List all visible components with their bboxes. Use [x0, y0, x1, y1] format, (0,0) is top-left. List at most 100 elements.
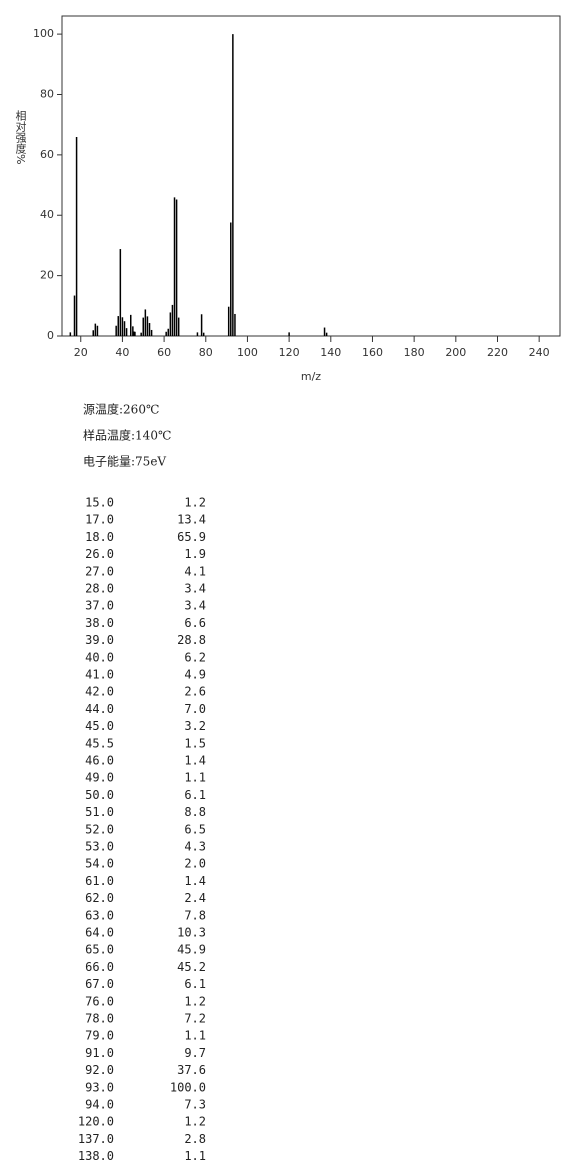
y-axis-label: 相对强度%: [14, 110, 27, 165]
mz-cell: 67.0: [85, 977, 114, 991]
intensity-cell: 3.4: [184, 582, 206, 596]
x-tick-label: 200: [445, 346, 466, 359]
x-tick-label: 180: [404, 346, 425, 359]
mz-cell: 62.0: [85, 891, 114, 905]
mz-cell: 28.0: [85, 582, 114, 596]
intensity-cell: 1.9: [184, 547, 206, 561]
x-tick-label: 220: [487, 346, 508, 359]
mz-cell: 27.0: [85, 564, 114, 578]
mz-cell: 76.0: [85, 994, 114, 1008]
mz-cell: 54.0: [85, 857, 114, 871]
mz-cell: 49.0: [85, 771, 114, 785]
mz-cell: 50.0: [85, 788, 114, 802]
intensity-cell: 9.7: [184, 1046, 206, 1060]
intensity-cell: 28.8: [177, 633, 206, 647]
intensity-cell: 37.6: [177, 1063, 206, 1077]
mz-cell: 45.5: [85, 736, 114, 750]
intensity-cell: 4.1: [184, 564, 206, 578]
intensity-cell: 1.5: [184, 736, 206, 750]
x-tick-label: 60: [157, 346, 171, 359]
mz-cell: 93.0: [85, 1080, 114, 1094]
condition: 电子能量:75eV: [83, 455, 166, 469]
intensity-cell: 3.4: [184, 599, 206, 613]
mz-cell: 44.0: [85, 702, 114, 716]
mz-cell: 42.0: [85, 685, 114, 699]
mz-cell: 15.0: [85, 496, 114, 510]
y-tick-label: 40: [40, 208, 54, 221]
mz-cell: 39.0: [85, 633, 114, 647]
mz-cell: 63.0: [85, 908, 114, 922]
mz-cell: 41.0: [85, 668, 114, 682]
x-tick-label: 160: [362, 346, 383, 359]
condition: 样品温度:140℃: [83, 428, 171, 443]
intensity-cell: 4.3: [184, 840, 206, 854]
y-tick-label: 60: [40, 148, 54, 161]
mz-cell: 18.0: [85, 530, 114, 544]
intensity-cell: 2.0: [184, 857, 206, 871]
mz-cell: 65.0: [85, 943, 114, 957]
x-tick-label: 80: [199, 346, 213, 359]
x-tick-label: 120: [279, 346, 300, 359]
intensity-cell: 2.6: [184, 685, 206, 699]
y-tick-label: 100: [33, 27, 54, 40]
x-tick-label: 40: [115, 346, 129, 359]
plot-frame: [61, 15, 561, 337]
mz-cell: 51.0: [85, 805, 114, 819]
mz-cell: 138.0: [78, 1149, 114, 1163]
mz-cell: 17.0: [85, 513, 114, 527]
intensity-cell: 100.0: [170, 1080, 206, 1094]
mz-cell: 92.0: [85, 1063, 114, 1077]
x-tick-label: 20: [74, 346, 88, 359]
intensity-cell: 45.2: [177, 960, 206, 974]
mz-cell: 53.0: [85, 840, 114, 854]
intensity-cell: 1.2: [184, 496, 206, 510]
intensity-cell: 1.2: [184, 1115, 206, 1129]
mz-cell: 37.0: [85, 599, 114, 613]
mz-cell: 52.0: [85, 822, 114, 836]
x-tick-label: 100: [237, 346, 258, 359]
intensity-cell: 8.8: [184, 805, 206, 819]
x-axis-label: m/z: [301, 370, 321, 383]
mz-cell: 91.0: [85, 1046, 114, 1060]
x-tick-label: 140: [320, 346, 341, 359]
intensity-cell: 7.3: [184, 1098, 206, 1112]
intensity-cell: 6.1: [184, 977, 206, 991]
y-tick-label: 0: [47, 329, 54, 342]
mz-cell: 79.0: [85, 1029, 114, 1043]
intensity-cell: 7.0: [184, 702, 206, 716]
intensity-cell: 45.9: [177, 943, 206, 957]
x-tick-label: 240: [529, 346, 550, 359]
mz-cell: 26.0: [85, 547, 114, 561]
intensity-cell: 1.1: [184, 771, 206, 785]
intensity-cell: 1.4: [184, 754, 206, 768]
intensity-cell: 6.1: [184, 788, 206, 802]
intensity-cell: 10.3: [177, 926, 206, 940]
intensity-cell: 6.2: [184, 650, 206, 664]
mz-cell: 46.0: [85, 754, 114, 768]
mz-cell: 40.0: [85, 650, 114, 664]
intensity-cell: 7.8: [184, 908, 206, 922]
intensity-cell: 7.2: [184, 1012, 206, 1026]
mz-cell: 137.0: [78, 1132, 114, 1146]
mz-cell: 78.0: [85, 1012, 114, 1026]
mz-cell: 38.0: [85, 616, 114, 630]
intensity-cell: 6.6: [184, 616, 206, 630]
intensity-cell: 1.1: [184, 1149, 206, 1163]
mz-cell: 94.0: [85, 1098, 114, 1112]
mz-cell: 45.0: [85, 719, 114, 733]
mz-cell: 64.0: [85, 926, 114, 940]
intensity-cell: 13.4: [177, 513, 206, 527]
intensity-cell: 1.2: [184, 994, 206, 1008]
y-tick-label: 80: [40, 87, 54, 100]
intensity-cell: 4.9: [184, 668, 206, 682]
mz-cell: 120.0: [78, 1115, 114, 1129]
mz-cell: 66.0: [85, 960, 114, 974]
intensity-cell: 65.9: [177, 530, 206, 544]
intensity-cell: 2.4: [184, 891, 206, 905]
intensity-cell: 1.4: [184, 874, 206, 888]
intensity-cell: 6.5: [184, 822, 206, 836]
intensity-cell: 1.1: [184, 1029, 206, 1043]
condition: 源温度:260℃: [83, 402, 159, 417]
